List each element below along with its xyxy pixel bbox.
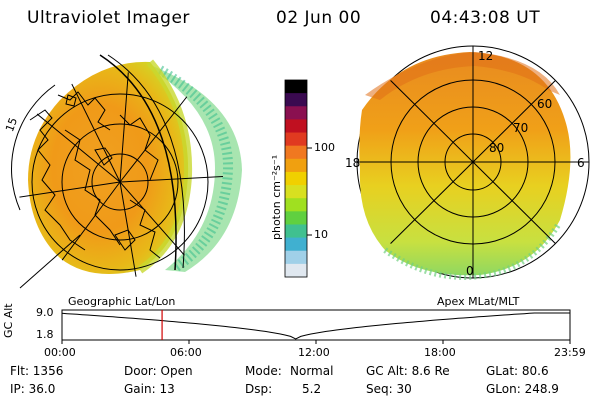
colorbar-swatch xyxy=(285,158,307,173)
mlt-label-0: 0 xyxy=(466,264,474,278)
dsp-label: Dsp: xyxy=(245,382,273,396)
x-tick-2359: 23:59 xyxy=(554,346,586,359)
colorbar-tick-10: 10 xyxy=(314,228,328,241)
mode-label: Mode: xyxy=(245,364,282,378)
mlat-label-70: 70 xyxy=(513,121,528,135)
gc-altitude: GC Alt: 8.6 Re xyxy=(366,364,450,378)
colorbar-swatch xyxy=(285,93,307,107)
colorbar-swatch xyxy=(285,198,307,212)
door-status: Door: Open xyxy=(124,364,193,378)
colorbar-unit-label: photon cm⁻²s⁻¹ xyxy=(270,154,283,240)
colorbar-swatch xyxy=(285,211,307,225)
colorbar-swatch xyxy=(285,263,307,278)
mlat-label-80: 80 xyxy=(489,141,504,155)
mode-value: Normal xyxy=(290,364,334,378)
colorbar-swatch xyxy=(285,145,307,160)
x-tick-0000: 00:00 xyxy=(44,346,76,359)
instrument-title: Ultraviolet Imager xyxy=(27,8,190,28)
date-label: 02 Jun 00 xyxy=(276,8,362,28)
colorbar xyxy=(285,80,307,278)
mlt-label-6: 6 xyxy=(577,156,585,170)
colorbar-swatch xyxy=(285,171,307,186)
x-tick-1800: 18:00 xyxy=(424,346,456,359)
longitude-tick-label: 15 xyxy=(3,116,20,134)
flight-number: Flt: 1356 xyxy=(10,364,64,378)
ip-value: IP: 36.0 xyxy=(10,382,56,396)
apex-panel-label: Apex MLat/MLT xyxy=(437,295,520,308)
gain-value: Gain: 13 xyxy=(124,382,175,396)
altitude-ylabel: GC Alt xyxy=(2,303,15,338)
sequence-number: Seq: 30 xyxy=(366,382,412,396)
mlat-label-60: 60 xyxy=(537,97,552,111)
apex-image xyxy=(356,45,590,280)
colorbar-swatch xyxy=(285,80,307,94)
colorbar-swatch xyxy=(285,185,307,199)
geo-latitude: GLat: 80.6 xyxy=(486,364,549,378)
time-label: 04:43:08 UT xyxy=(430,8,541,28)
colorbar-swatch xyxy=(285,106,307,120)
coastline-lines xyxy=(29,91,161,259)
colorbar-swatch xyxy=(285,237,307,252)
colorbar-swatch xyxy=(285,119,307,134)
mlt-label-18: 18 xyxy=(345,156,360,170)
x-tick-0600: 06:00 xyxy=(170,346,202,359)
geographic-image xyxy=(11,54,242,289)
geographic-panel-label: Geographic Lat/Lon xyxy=(68,295,176,308)
altitude-y-top: 9.0 xyxy=(36,306,54,319)
altitude-strip xyxy=(61,309,571,344)
colorbar-swatch xyxy=(285,132,307,147)
x-tick-1200: 12:00 xyxy=(298,346,330,359)
mlt-label-12: 12 xyxy=(478,49,493,63)
geo-longitude: GLon: 248.9 xyxy=(486,382,559,396)
dsp-value: 5.2 xyxy=(302,382,322,396)
colorbar-swatch xyxy=(285,250,307,265)
colorbar-tick-100: 100 xyxy=(314,141,335,154)
colorbar-swatch xyxy=(285,224,307,239)
altitude-y-bottom: 1.8 xyxy=(36,328,54,341)
